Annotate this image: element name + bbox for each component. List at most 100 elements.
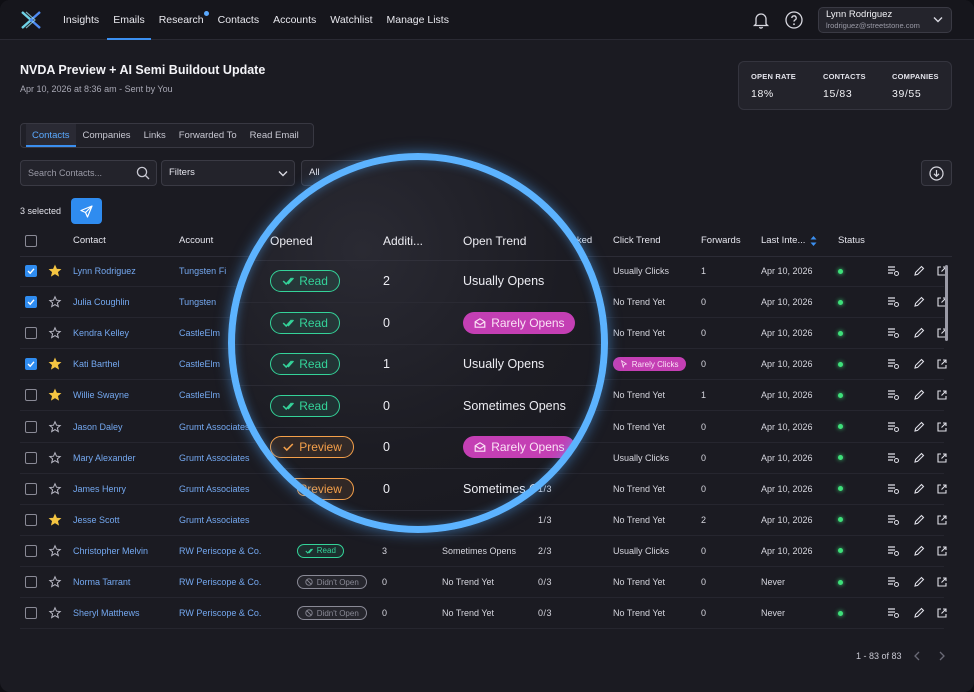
account-name[interactable]: Grumt Associates [179,421,250,432]
row-action[interactable] [913,545,925,557]
contact-name[interactable]: Christopher Melvin [73,545,149,556]
account-name[interactable]: Tungsten Fi [179,266,227,276]
row-checkbox[interactable] [25,607,37,620]
row-action[interactable] [913,327,925,339]
contact-name[interactable]: Jason Daley [73,421,123,432]
star-toggle[interactable] [48,544,62,557]
row-action[interactable] [913,483,925,495]
prev-page[interactable] [913,651,921,661]
account-name[interactable]: RW Periscope & Co. [179,545,262,556]
contact-name[interactable]: Norma Tarrant [73,577,131,587]
row-action[interactable] [887,296,899,308]
row-checkbox[interactable] [25,358,37,371]
tab[interactable]: Links [138,124,172,147]
row-checkbox[interactable] [25,513,37,526]
nav-label[interactable]: Manage Lists [386,14,449,26]
tab-label[interactable]: Links [143,130,166,141]
row-checkbox[interactable] [25,327,37,340]
star-toggle[interactable] [48,295,62,308]
row-action[interactable] [936,607,948,619]
nav-label[interactable]: Watchlist [330,14,373,26]
notifications-icon[interactable] [752,11,770,29]
row-action[interactable] [887,421,899,433]
row-action[interactable] [887,545,899,557]
account-name[interactable]: RW Periscope & Co. [179,577,262,587]
row-checkbox[interactable] [25,576,37,588]
row-checkbox[interactable] [25,420,37,433]
row-action[interactable] [887,514,899,526]
contact-name[interactable]: Kendra Kelley [73,328,130,339]
row-action[interactable] [913,514,925,526]
tab[interactable]: Companies [77,124,137,147]
account-name[interactable]: Grumt Associates [179,514,250,525]
nav-item[interactable]: Contacts [212,0,265,40]
nav-label[interactable]: Accounts [273,14,317,26]
star-toggle[interactable] [48,264,62,277]
nav-label[interactable]: Emails [113,14,145,26]
row-action[interactable] [887,327,899,339]
star-toggle[interactable] [48,451,62,464]
row-action[interactable] [887,607,899,619]
tab[interactable]: Read Email [244,124,305,147]
contact-name[interactable]: Willie Swayne [73,390,130,401]
row-checkbox[interactable] [25,265,37,277]
contact-name[interactable]: Lynn Rodriguez [73,266,136,276]
star-toggle[interactable] [48,326,62,339]
star-toggle[interactable] [48,388,62,402]
star-toggle[interactable] [48,357,62,370]
nav-item[interactable]: Emails [107,0,151,40]
star-toggle[interactable] [48,420,62,433]
tab[interactable]: Contacts [26,124,76,147]
row-action[interactable] [913,358,925,370]
row-checkbox[interactable] [25,482,37,495]
row-action[interactable] [887,389,899,401]
tab-label[interactable]: Companies [82,130,131,141]
user-menu[interactable] [818,7,952,33]
nav-label[interactable]: Research [158,14,204,26]
account-name[interactable]: Grumt Associates [179,483,250,494]
contact-name[interactable]: Julia Coughlin [73,297,130,308]
contact-name[interactable]: Kati Barthel [73,359,120,370]
nav-label[interactable]: Insights [63,14,100,26]
star-toggle[interactable] [48,606,62,619]
account-name[interactable]: CastleElm [179,359,221,370]
row-action[interactable] [913,296,925,308]
nav-item[interactable]: Watchlist [324,0,378,40]
account-name[interactable]: Tungsten [179,297,217,308]
nav-item[interactable]: Research [153,0,210,40]
row-checkbox[interactable] [25,389,37,402]
nav-item[interactable]: Insights [57,0,105,40]
row-checkbox[interactable] [25,451,37,464]
row-action[interactable] [913,452,925,464]
row-action[interactable] [936,421,948,433]
row-action[interactable] [887,483,899,495]
nav-label[interactable]: Contacts [217,14,260,26]
row-checkbox[interactable] [25,296,37,309]
row-action[interactable] [913,265,925,277]
tab-label[interactable]: Read Email [249,130,299,141]
tab-label[interactable]: Forwarded To [178,130,237,141]
next-page[interactable] [938,651,946,661]
tab-label[interactable]: Contacts [32,130,70,141]
search-input[interactable] [20,160,157,186]
row-action[interactable] [887,452,899,464]
row-action[interactable] [913,421,925,433]
help-icon[interactable] [785,11,803,29]
row-action[interactable] [936,576,948,588]
account-name[interactable]: Grumt Associates [179,452,250,463]
contact-name[interactable]: Sheryl Matthews [73,608,140,619]
row-checkbox[interactable] [25,544,37,557]
row-action[interactable] [913,607,925,619]
account-name[interactable]: RW Periscope & Co. [179,608,262,619]
nav-item[interactable]: Manage Lists [381,0,455,40]
contact-name[interactable]: James Henry [73,483,127,494]
filters-dropdown[interactable] [161,160,295,186]
row-action[interactable] [887,576,899,588]
contact-name[interactable]: Mary Alexander [73,452,136,463]
row-action[interactable] [936,514,948,526]
tab[interactable]: Forwarded To [173,124,243,147]
row-action[interactable] [913,576,925,588]
account-name[interactable]: CastleElm [179,328,221,339]
row-action[interactable] [936,358,948,370]
star-toggle[interactable] [48,513,62,526]
